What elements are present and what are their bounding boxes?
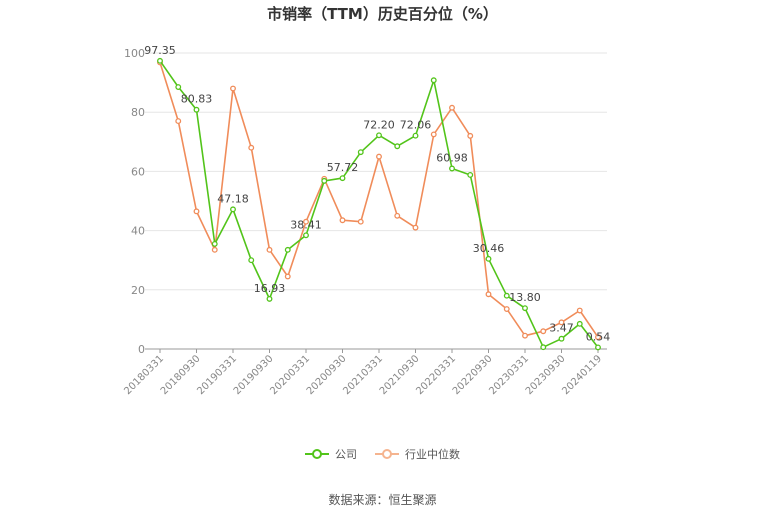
y-tick-label: 20: [131, 284, 145, 297]
series-0-point: [467, 172, 474, 178]
series-1-point: [284, 273, 291, 280]
series-1-point: [430, 131, 437, 138]
y-tick-label: 100: [124, 47, 145, 60]
series-0-point: [248, 257, 255, 264]
series-0-point: [211, 240, 218, 247]
series-0-point: [522, 305, 528, 312]
data-label: 30.46: [473, 242, 505, 255]
line-chart: 0204060801002018033120180930201903312019…: [122, 44, 611, 397]
series-0-point: [540, 344, 547, 351]
data-label: 0.54: [586, 330, 611, 343]
series-1-point: [485, 291, 492, 298]
series-0-point: [230, 206, 236, 213]
series-1-point: [412, 224, 419, 231]
y-tick-label: 40: [131, 225, 145, 238]
data-label: 57.72: [327, 161, 359, 174]
data-label: 72.20: [363, 118, 395, 131]
series-1-point: [522, 332, 528, 339]
data-label: 13.80: [509, 291, 541, 304]
legend-item-company[interactable]: 公司: [305, 446, 357, 462]
series-1-point: [193, 208, 200, 215]
series-1-point: [248, 144, 255, 151]
series-1-point: [357, 218, 364, 225]
data-label: 80.83: [181, 93, 213, 106]
series-1-point: [503, 306, 510, 312]
series-1-point: [211, 246, 218, 253]
series-1-point: [540, 328, 547, 335]
y-tick-label: 60: [131, 165, 145, 178]
series-0-point: [303, 232, 309, 239]
data-label: 72.06: [400, 119, 432, 132]
legend-item-industry[interactable]: 行业中位数: [375, 446, 460, 462]
series-0-point: [175, 84, 182, 90]
legend-company-label: 公司: [335, 448, 357, 461]
series-1-point: [394, 212, 401, 219]
legend: 公司 行业中位数: [0, 446, 765, 462]
series-0-point: [558, 335, 565, 342]
series-0-point: [376, 132, 382, 139]
legend-industry-marker-icon: [375, 449, 399, 459]
data-label: 16.93: [254, 282, 286, 295]
series-1-point: [576, 307, 583, 314]
data-label: 3.47: [549, 322, 574, 335]
series-0-point: [595, 344, 601, 351]
series-1-point: [230, 85, 236, 92]
series-0-point: [412, 132, 419, 139]
series-1-point: [175, 118, 182, 125]
series-1-point: [376, 153, 382, 160]
data-label: 60.98: [436, 151, 468, 164]
data-label: 97.35: [144, 44, 176, 57]
series-1-point: [266, 246, 273, 253]
chart-title: 市销率（TTM）历史百分位（%）: [267, 5, 498, 23]
series-1-point: [303, 218, 309, 225]
series-0-point: [266, 295, 273, 302]
legend-company-marker-icon: [305, 449, 329, 459]
x-tick-label: 20240119: [560, 353, 604, 397]
legend-industry-label: 行业中位数: [405, 448, 460, 461]
data-source: 数据来源：恒生聚源: [328, 493, 437, 507]
series-0-point: [503, 292, 510, 299]
y-tick-label: 80: [131, 106, 145, 119]
series-1-point: [467, 132, 474, 139]
series-0-point: [576, 320, 583, 327]
series-0-point: [157, 57, 163, 64]
series-0-point: [430, 77, 437, 84]
y-tick-label: 0: [138, 343, 145, 356]
data-label: 38.41: [290, 218, 322, 231]
series-0-point: [357, 149, 364, 156]
series-1-point: [449, 104, 455, 111]
series-0-point: [394, 143, 401, 150]
data-label: 47.18: [217, 192, 249, 205]
series-0-point: [321, 177, 328, 184]
series-0-point: [284, 246, 291, 253]
series-0-point: [193, 106, 200, 113]
series-1-point: [339, 217, 346, 224]
series-1-point: [558, 319, 565, 326]
series-1-point: [595, 334, 601, 341]
series-0-point: [485, 255, 492, 262]
series-0-point: [339, 175, 346, 182]
series-0-point: [449, 165, 455, 172]
